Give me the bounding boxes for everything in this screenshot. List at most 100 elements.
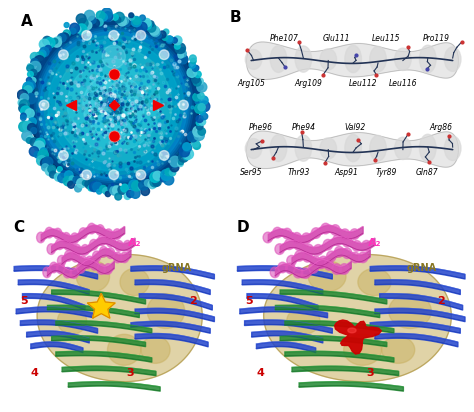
- Ellipse shape: [263, 232, 273, 243]
- Polygon shape: [246, 131, 458, 169]
- Circle shape: [112, 14, 118, 20]
- Ellipse shape: [294, 240, 304, 250]
- Circle shape: [197, 78, 203, 84]
- Circle shape: [20, 94, 28, 102]
- Circle shape: [27, 124, 36, 132]
- Circle shape: [101, 8, 112, 19]
- Ellipse shape: [283, 228, 292, 239]
- Circle shape: [31, 59, 38, 66]
- Circle shape: [27, 71, 33, 77]
- Circle shape: [25, 109, 34, 118]
- Circle shape: [187, 133, 194, 140]
- Circle shape: [148, 21, 154, 27]
- Circle shape: [194, 66, 199, 70]
- Circle shape: [45, 45, 51, 52]
- Circle shape: [28, 20, 199, 190]
- Circle shape: [21, 113, 26, 119]
- Ellipse shape: [113, 229, 121, 239]
- Circle shape: [69, 176, 75, 182]
- Text: Arg109: Arg109: [294, 79, 322, 87]
- Text: Ser95: Ser95: [240, 168, 263, 177]
- Circle shape: [83, 74, 145, 136]
- Text: 2: 2: [437, 296, 445, 307]
- Ellipse shape: [81, 245, 89, 255]
- Circle shape: [17, 90, 27, 100]
- Circle shape: [153, 178, 161, 186]
- Circle shape: [91, 182, 98, 188]
- Circle shape: [183, 153, 191, 160]
- Text: Asp91: Asp91: [334, 168, 358, 177]
- Circle shape: [29, 147, 39, 156]
- Circle shape: [59, 150, 68, 160]
- Circle shape: [19, 104, 27, 112]
- Circle shape: [153, 171, 162, 180]
- Text: Gln87: Gln87: [415, 168, 438, 177]
- Circle shape: [88, 185, 94, 191]
- Text: 5: 5: [20, 296, 28, 307]
- Circle shape: [57, 307, 87, 334]
- Ellipse shape: [98, 235, 106, 246]
- Circle shape: [100, 185, 107, 192]
- Circle shape: [61, 171, 68, 178]
- Circle shape: [166, 36, 173, 42]
- Circle shape: [55, 47, 172, 163]
- Circle shape: [137, 22, 147, 33]
- Circle shape: [34, 56, 45, 66]
- Ellipse shape: [295, 250, 304, 261]
- Text: 2: 2: [189, 296, 197, 307]
- Circle shape: [183, 143, 191, 150]
- Circle shape: [60, 33, 69, 42]
- Ellipse shape: [339, 264, 349, 274]
- Circle shape: [24, 86, 32, 94]
- Ellipse shape: [362, 241, 371, 251]
- Circle shape: [143, 19, 151, 27]
- Circle shape: [148, 180, 156, 189]
- Ellipse shape: [97, 264, 106, 274]
- Ellipse shape: [394, 48, 411, 70]
- Circle shape: [191, 75, 200, 83]
- Circle shape: [70, 28, 76, 34]
- Circle shape: [43, 36, 51, 45]
- Ellipse shape: [342, 236, 352, 247]
- Circle shape: [30, 69, 37, 76]
- Ellipse shape: [320, 138, 337, 159]
- Circle shape: [170, 163, 179, 172]
- Text: D: D: [237, 220, 250, 235]
- Circle shape: [27, 65, 34, 72]
- Ellipse shape: [104, 229, 113, 239]
- Ellipse shape: [332, 264, 341, 274]
- Text: gRNA: gRNA: [161, 263, 191, 274]
- Circle shape: [27, 138, 32, 143]
- Circle shape: [35, 26, 193, 185]
- Ellipse shape: [340, 229, 350, 239]
- Circle shape: [102, 45, 126, 68]
- Ellipse shape: [54, 228, 62, 239]
- Circle shape: [27, 136, 34, 143]
- Ellipse shape: [335, 246, 344, 257]
- Circle shape: [131, 189, 140, 198]
- Circle shape: [96, 11, 105, 20]
- Circle shape: [188, 131, 198, 142]
- Circle shape: [190, 55, 196, 62]
- Circle shape: [179, 147, 190, 157]
- Ellipse shape: [292, 232, 301, 243]
- Text: B: B: [230, 10, 242, 25]
- Ellipse shape: [47, 244, 55, 255]
- Circle shape: [36, 52, 44, 61]
- Ellipse shape: [295, 46, 312, 72]
- Circle shape: [287, 307, 320, 334]
- Ellipse shape: [278, 262, 287, 273]
- Circle shape: [159, 50, 169, 60]
- Circle shape: [36, 156, 46, 166]
- Circle shape: [150, 26, 159, 35]
- Circle shape: [64, 176, 73, 186]
- Circle shape: [108, 15, 113, 21]
- Ellipse shape: [88, 223, 96, 234]
- Text: Arg86: Arg86: [429, 123, 452, 131]
- Circle shape: [108, 334, 141, 365]
- Circle shape: [55, 173, 63, 181]
- Circle shape: [166, 36, 173, 44]
- Circle shape: [129, 180, 139, 190]
- Circle shape: [39, 50, 46, 57]
- Circle shape: [136, 170, 146, 180]
